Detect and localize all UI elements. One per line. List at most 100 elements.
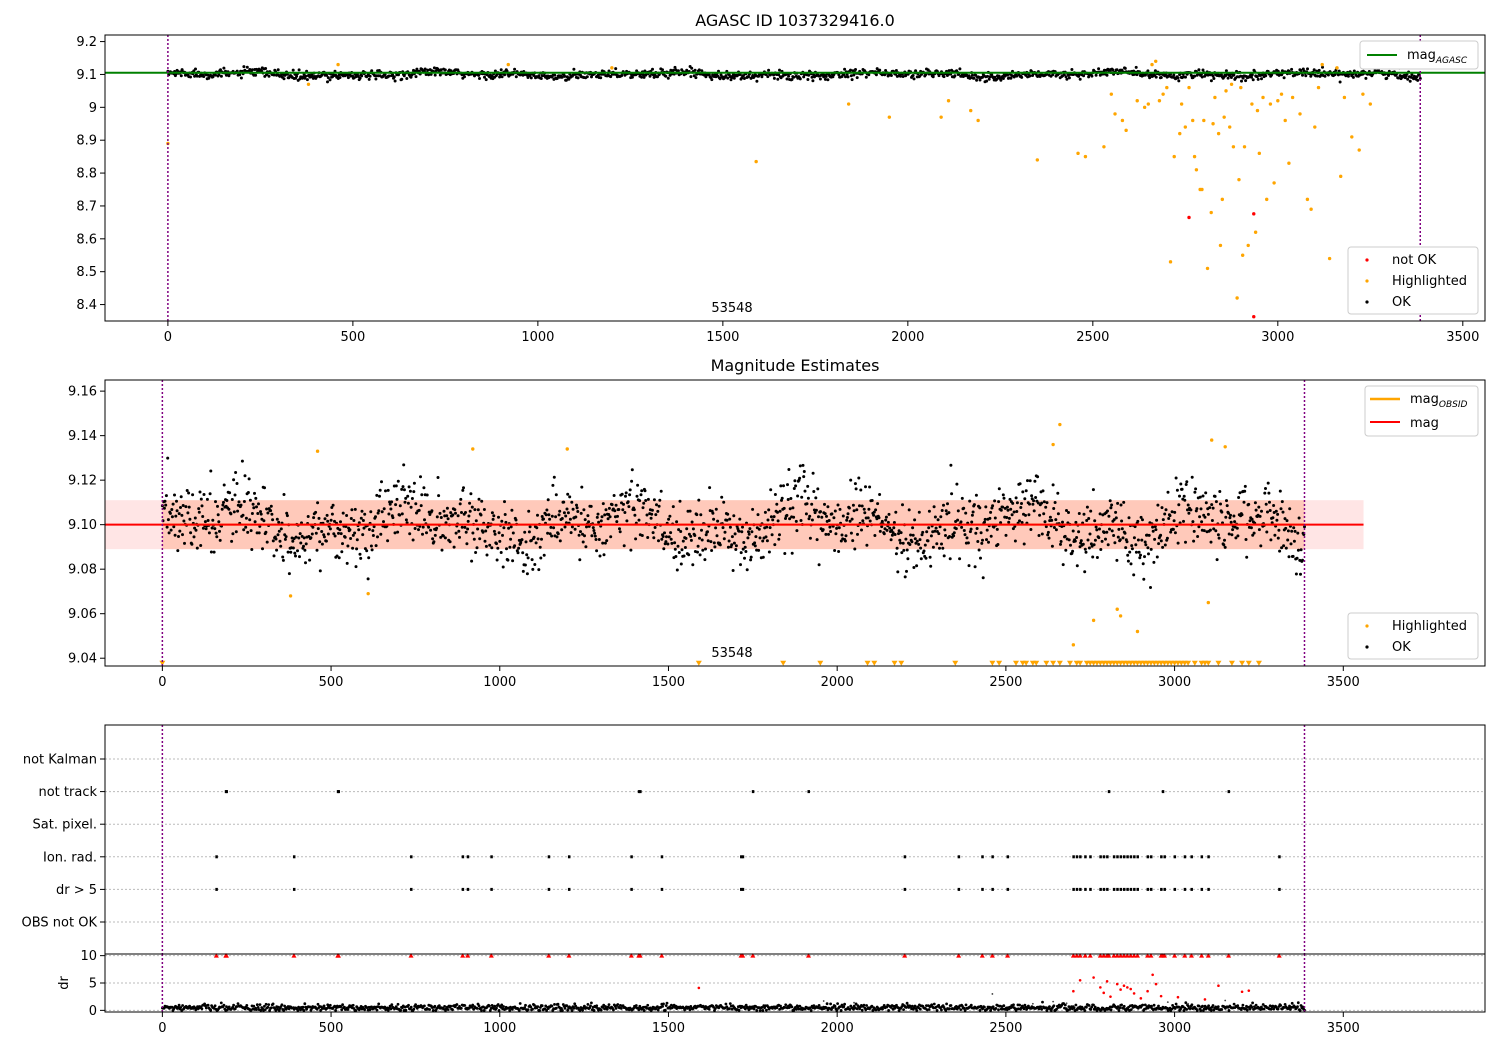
ok-point	[535, 526, 539, 530]
ok-point	[927, 526, 931, 530]
dr-point	[737, 1008, 741, 1012]
ok-point	[931, 545, 935, 549]
ok-point	[544, 513, 548, 517]
ok-point	[1070, 68, 1074, 71]
ok-point	[394, 484, 398, 488]
highlighted-point	[1309, 207, 1313, 211]
ok-point	[216, 504, 219, 508]
ok-point	[1010, 513, 1014, 517]
dr-point	[268, 1009, 271, 1012]
ok-point	[1296, 531, 1300, 535]
ok-point	[1253, 501, 1257, 505]
ok-point	[1160, 506, 1164, 510]
ok-point	[623, 511, 627, 514]
ok-point	[1197, 68, 1201, 72]
ok-point	[812, 490, 816, 493]
highlighted-point	[1150, 62, 1154, 67]
ok-point	[201, 526, 205, 530]
ok-point	[1015, 501, 1019, 505]
ok-point	[739, 551, 743, 555]
ok-point	[546, 498, 550, 502]
dr-point	[835, 1009, 839, 1012]
ok-point	[1006, 73, 1009, 77]
dr-outlier-point	[1126, 986, 1129, 989]
dr-point	[689, 1005, 693, 1008]
flag-marker	[1200, 855, 1204, 859]
dr-point	[368, 1008, 372, 1012]
ok-point	[942, 554, 946, 558]
ok-point	[222, 66, 226, 70]
ok-point	[1333, 73, 1337, 77]
ok-point	[1013, 539, 1017, 543]
dr-point	[893, 1006, 897, 1010]
dr-point	[1083, 1009, 1087, 1012]
dr-point	[944, 1009, 948, 1012]
ok-point	[419, 504, 423, 508]
ok-point	[1187, 511, 1191, 515]
flag-marker	[1116, 887, 1119, 891]
dr-point	[256, 1006, 260, 1009]
ok-point	[470, 505, 474, 509]
dr-point	[232, 1003, 236, 1007]
ok-point	[675, 568, 679, 572]
dr-outlier-point	[1146, 989, 1149, 993]
ok-point	[1232, 73, 1236, 77]
ok-point	[816, 487, 820, 491]
ok-point	[566, 492, 570, 496]
ok-point	[1065, 509, 1068, 512]
dr-point	[589, 1004, 592, 1008]
ok-point	[885, 528, 889, 532]
ok-point	[386, 488, 390, 492]
ok-point	[570, 525, 574, 529]
ok-point	[769, 515, 773, 519]
highlighted-below-range-marker	[989, 660, 996, 666]
ok-point	[1153, 537, 1157, 541]
flag-marker	[1278, 855, 1281, 859]
ok-point	[726, 545, 730, 549]
ok-point	[730, 543, 734, 547]
ok-point	[1224, 69, 1228, 73]
flag-marker	[1075, 887, 1079, 891]
ok-point	[539, 77, 543, 80]
ok-point	[488, 543, 492, 547]
ok-point	[379, 532, 383, 536]
ok-point	[1064, 75, 1068, 79]
ok-point	[1052, 507, 1056, 510]
ok-point	[683, 546, 687, 549]
ok-point	[677, 551, 681, 554]
highlighted-point	[1290, 95, 1295, 100]
ok-point	[480, 499, 484, 503]
ok-point	[375, 493, 379, 497]
ok-point	[516, 551, 520, 555]
ok-point	[643, 69, 647, 73]
ok-point	[551, 483, 555, 487]
ok-point	[1220, 510, 1224, 514]
highlighted-point	[1339, 174, 1343, 179]
dr-capped-marker	[1131, 953, 1137, 958]
highlighted-point	[1192, 154, 1197, 159]
ok-point	[802, 475, 806, 479]
ok-point	[546, 531, 550, 535]
dr-point	[1055, 1007, 1058, 1011]
ok-point	[1245, 555, 1249, 559]
ok-point	[1193, 74, 1197, 78]
ok-point	[251, 502, 255, 506]
not-ok-point	[1252, 315, 1256, 319]
ok-point	[1199, 507, 1203, 511]
dr-capped-marker	[1097, 953, 1103, 958]
ok-point	[1105, 530, 1109, 534]
ok-point	[400, 487, 404, 491]
ok-point	[1148, 76, 1152, 80]
ok-point	[296, 549, 299, 553]
ok-point	[841, 514, 845, 518]
dr-point	[1120, 1003, 1123, 1007]
ok-point	[318, 569, 322, 573]
y-tick-label: 8.6	[76, 232, 97, 247]
ok-point	[788, 517, 792, 521]
ok-point	[625, 519, 629, 523]
agasc-axes-frame	[104, 34, 1486, 322]
ok-point	[996, 543, 1000, 546]
dr-point	[459, 1006, 463, 1010]
ok-point	[639, 493, 643, 497]
